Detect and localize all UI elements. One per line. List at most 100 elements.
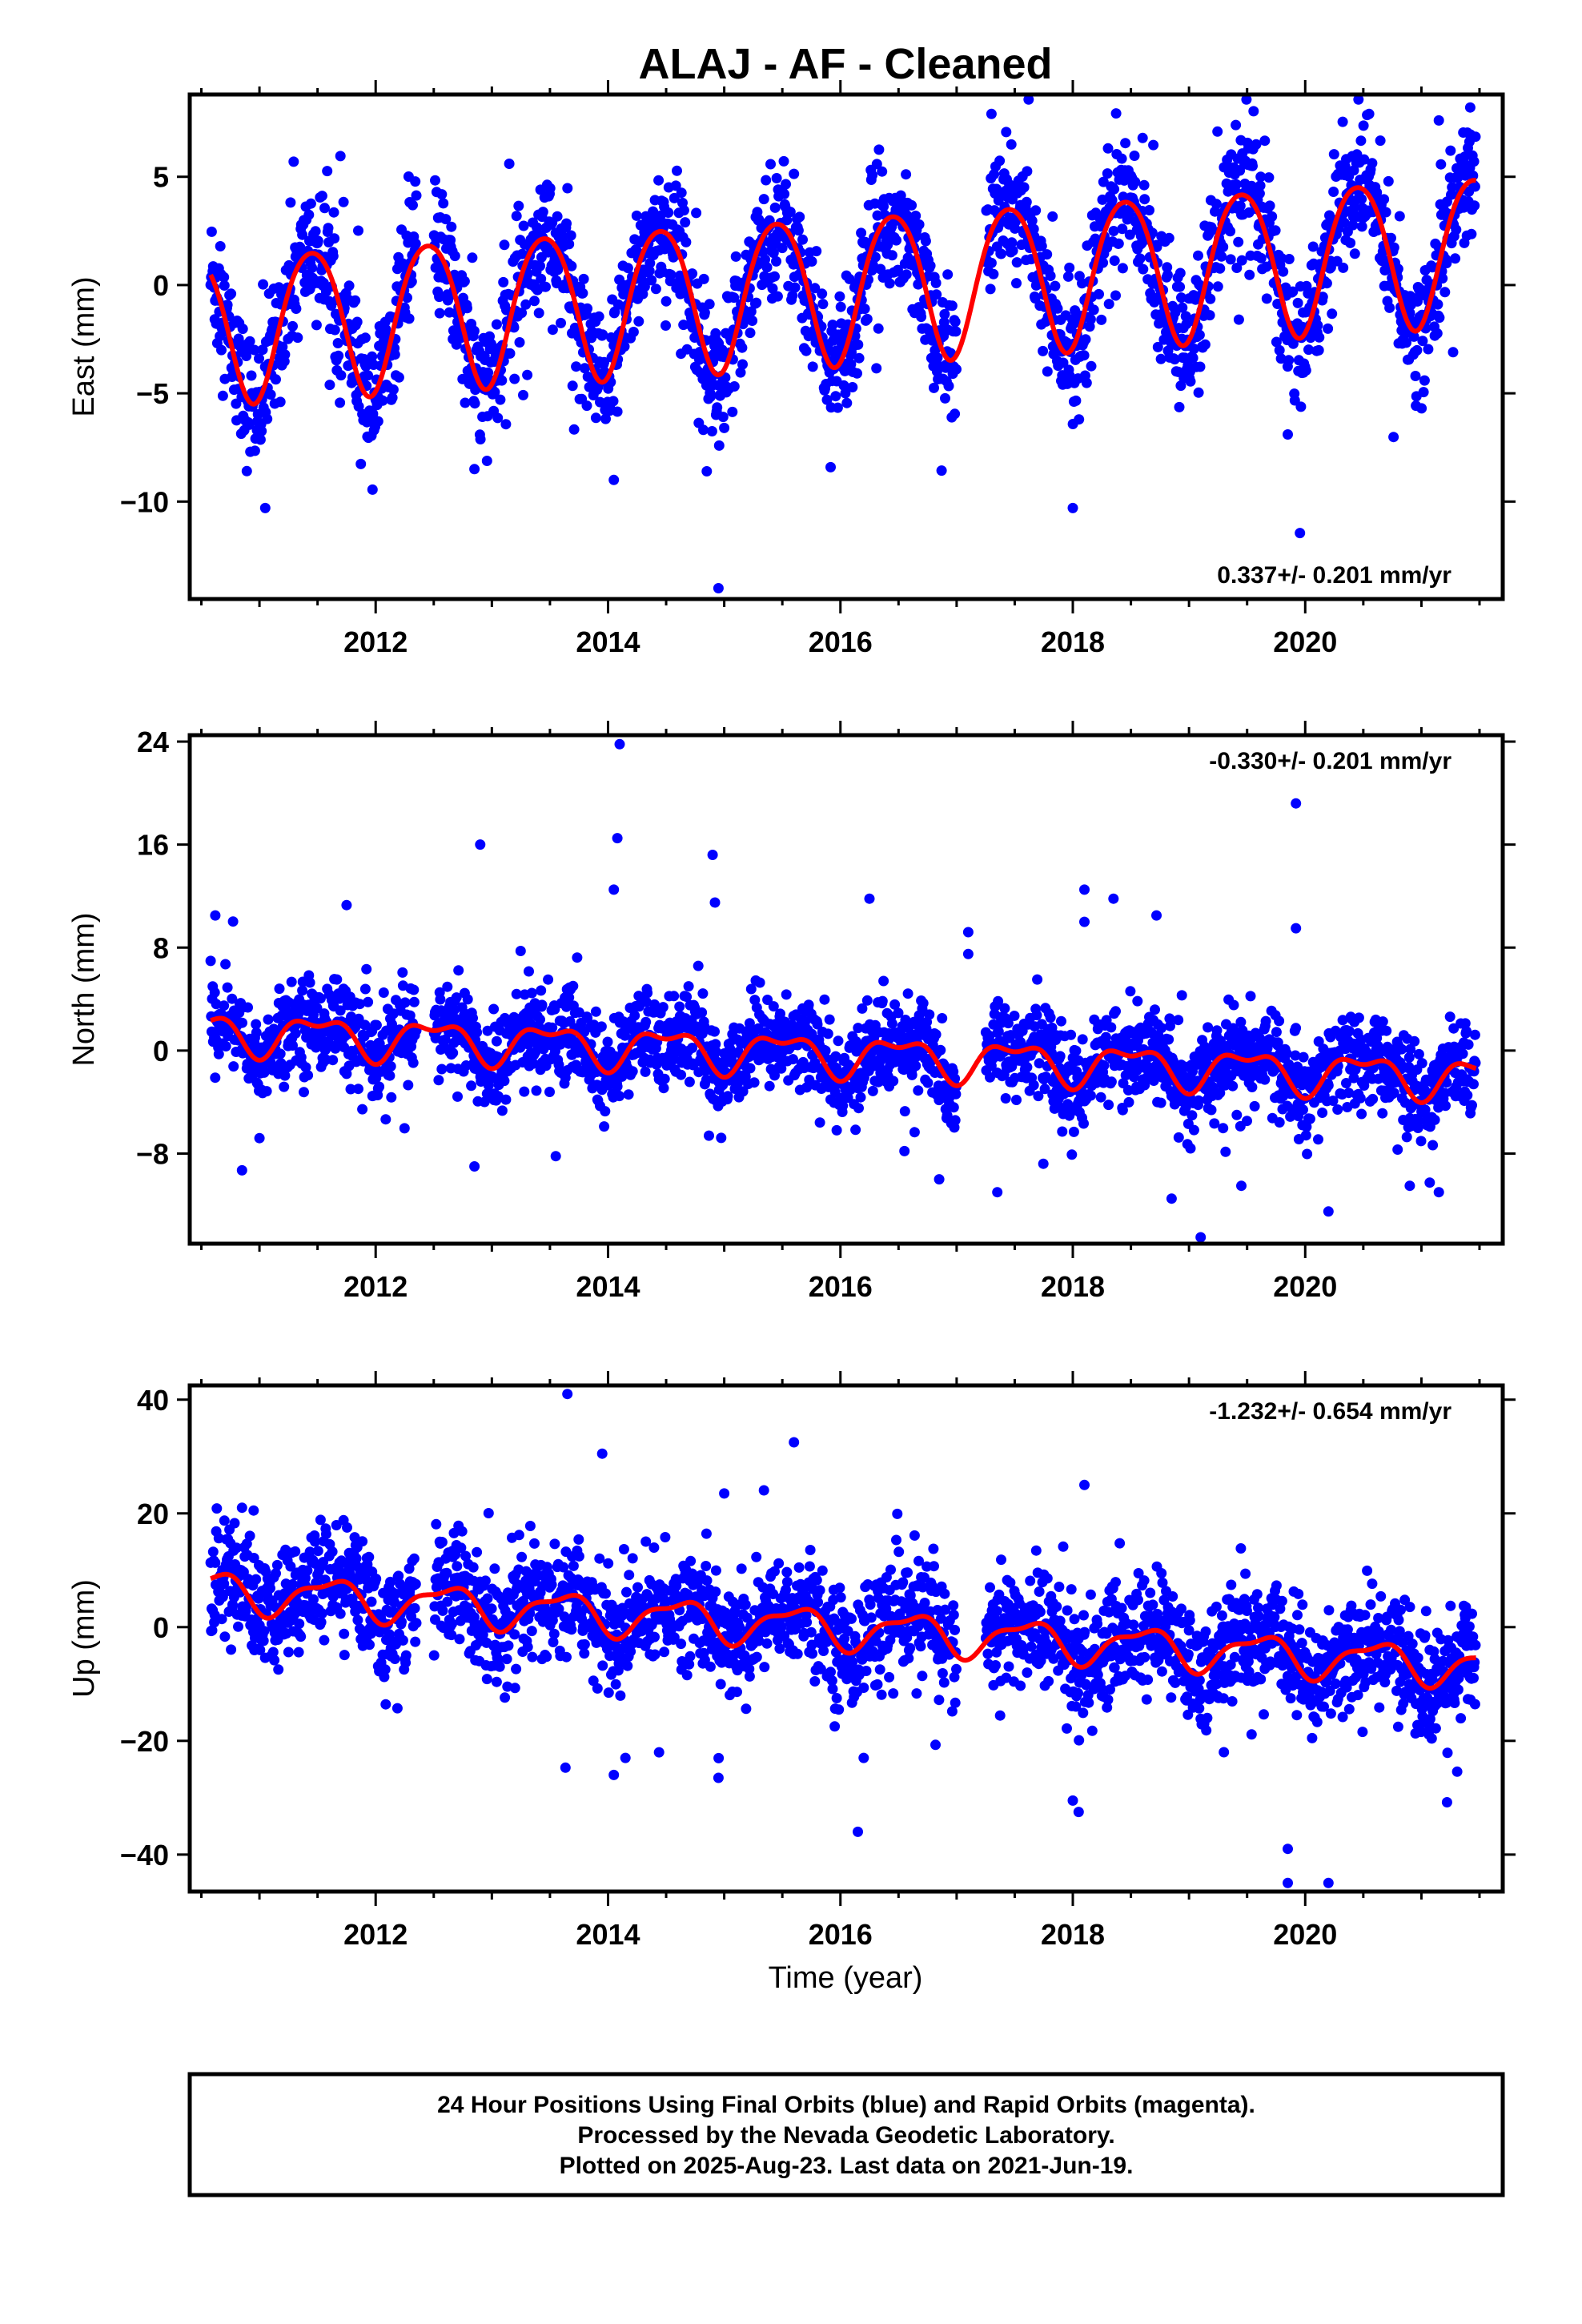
x-tick-label: 2014 xyxy=(576,1270,640,1303)
data-point xyxy=(557,231,568,243)
data-point xyxy=(943,380,954,392)
data-point xyxy=(1066,1029,1077,1040)
data-point xyxy=(1278,266,1289,277)
data-point xyxy=(448,1047,459,1059)
data-point xyxy=(877,166,888,177)
data-point xyxy=(533,308,544,319)
data-point xyxy=(438,198,449,209)
data-point xyxy=(1463,1039,1474,1050)
data-point xyxy=(216,344,227,356)
data-point xyxy=(853,352,865,364)
data-point xyxy=(672,165,682,176)
data-point xyxy=(1103,1100,1114,1111)
data-point xyxy=(322,166,333,177)
data-point xyxy=(568,424,580,435)
data-point xyxy=(831,1124,842,1136)
data-point xyxy=(285,197,296,208)
data-point xyxy=(910,1060,921,1072)
data-point xyxy=(886,1018,897,1029)
outlier-point xyxy=(608,474,620,485)
data-point xyxy=(481,456,492,466)
data-point xyxy=(951,364,962,375)
data-point xyxy=(749,1077,760,1088)
data-point xyxy=(499,239,510,251)
data-point xyxy=(1185,1143,1196,1154)
data-point xyxy=(522,369,533,380)
data-point xyxy=(1155,353,1166,364)
data-point xyxy=(1137,132,1148,143)
data-point xyxy=(351,316,363,328)
outlier-point xyxy=(236,1164,247,1176)
data-point xyxy=(891,235,901,246)
data-point xyxy=(769,202,781,213)
data-point xyxy=(1418,387,1429,398)
data-point xyxy=(1199,339,1211,350)
data-point xyxy=(1468,156,1480,167)
data-point xyxy=(697,988,709,999)
data-point xyxy=(777,243,788,254)
data-point xyxy=(1086,360,1097,372)
data-point xyxy=(985,283,996,295)
data-point xyxy=(950,408,961,420)
data-point xyxy=(644,258,656,269)
data-point xyxy=(871,159,882,170)
data-point xyxy=(410,176,421,187)
outlier-point xyxy=(1151,910,1162,921)
data-point xyxy=(1302,1148,1313,1160)
data-point xyxy=(1304,1113,1315,1124)
data-point xyxy=(852,368,862,379)
data-point xyxy=(1081,377,1092,388)
data-point xyxy=(1435,159,1447,170)
data-point xyxy=(737,342,748,353)
data-point xyxy=(1394,211,1405,222)
data-point xyxy=(1123,1096,1134,1108)
data-point xyxy=(1248,106,1259,117)
data-point xyxy=(869,251,881,263)
data-point xyxy=(713,440,725,451)
outlier-point xyxy=(864,893,875,904)
data-point xyxy=(670,180,681,191)
data-point xyxy=(794,211,805,223)
data-point xyxy=(1138,263,1149,275)
data-point xyxy=(496,1105,508,1116)
data-point xyxy=(472,1027,483,1038)
data-point xyxy=(1468,1079,1479,1090)
data-point xyxy=(219,280,230,291)
data-point xyxy=(462,994,473,1005)
data-point xyxy=(400,997,411,1008)
data-point xyxy=(556,317,566,328)
data-point xyxy=(1429,1114,1440,1125)
data-point xyxy=(489,387,500,398)
data-point xyxy=(536,985,547,996)
data-point xyxy=(500,419,512,430)
data-point xyxy=(446,221,457,232)
data-point xyxy=(565,230,576,241)
east-y-axis-label: East (mm) xyxy=(67,276,101,416)
data-point xyxy=(1212,126,1223,137)
data-point xyxy=(669,991,680,1002)
data-point xyxy=(1106,1076,1117,1088)
data-point xyxy=(1259,135,1271,147)
data-point xyxy=(404,313,415,324)
data-point xyxy=(220,959,231,970)
data-point xyxy=(227,916,239,927)
data-point xyxy=(1212,281,1223,292)
data-point xyxy=(513,200,524,211)
data-point xyxy=(509,373,520,384)
data-point xyxy=(1383,175,1394,187)
data-point xyxy=(1188,1124,1199,1136)
data-point xyxy=(1064,262,1075,273)
data-point xyxy=(1261,293,1272,304)
data-point xyxy=(329,324,340,336)
data-point xyxy=(544,183,556,194)
data-point xyxy=(1233,314,1244,325)
data-point xyxy=(847,382,858,392)
chart-title: ALAJ - AF - Cleaned xyxy=(638,40,1052,88)
data-point xyxy=(361,963,372,975)
data-point xyxy=(249,344,260,356)
data-point xyxy=(327,1055,339,1066)
data-point xyxy=(1338,262,1349,273)
outlier-point xyxy=(962,948,974,959)
